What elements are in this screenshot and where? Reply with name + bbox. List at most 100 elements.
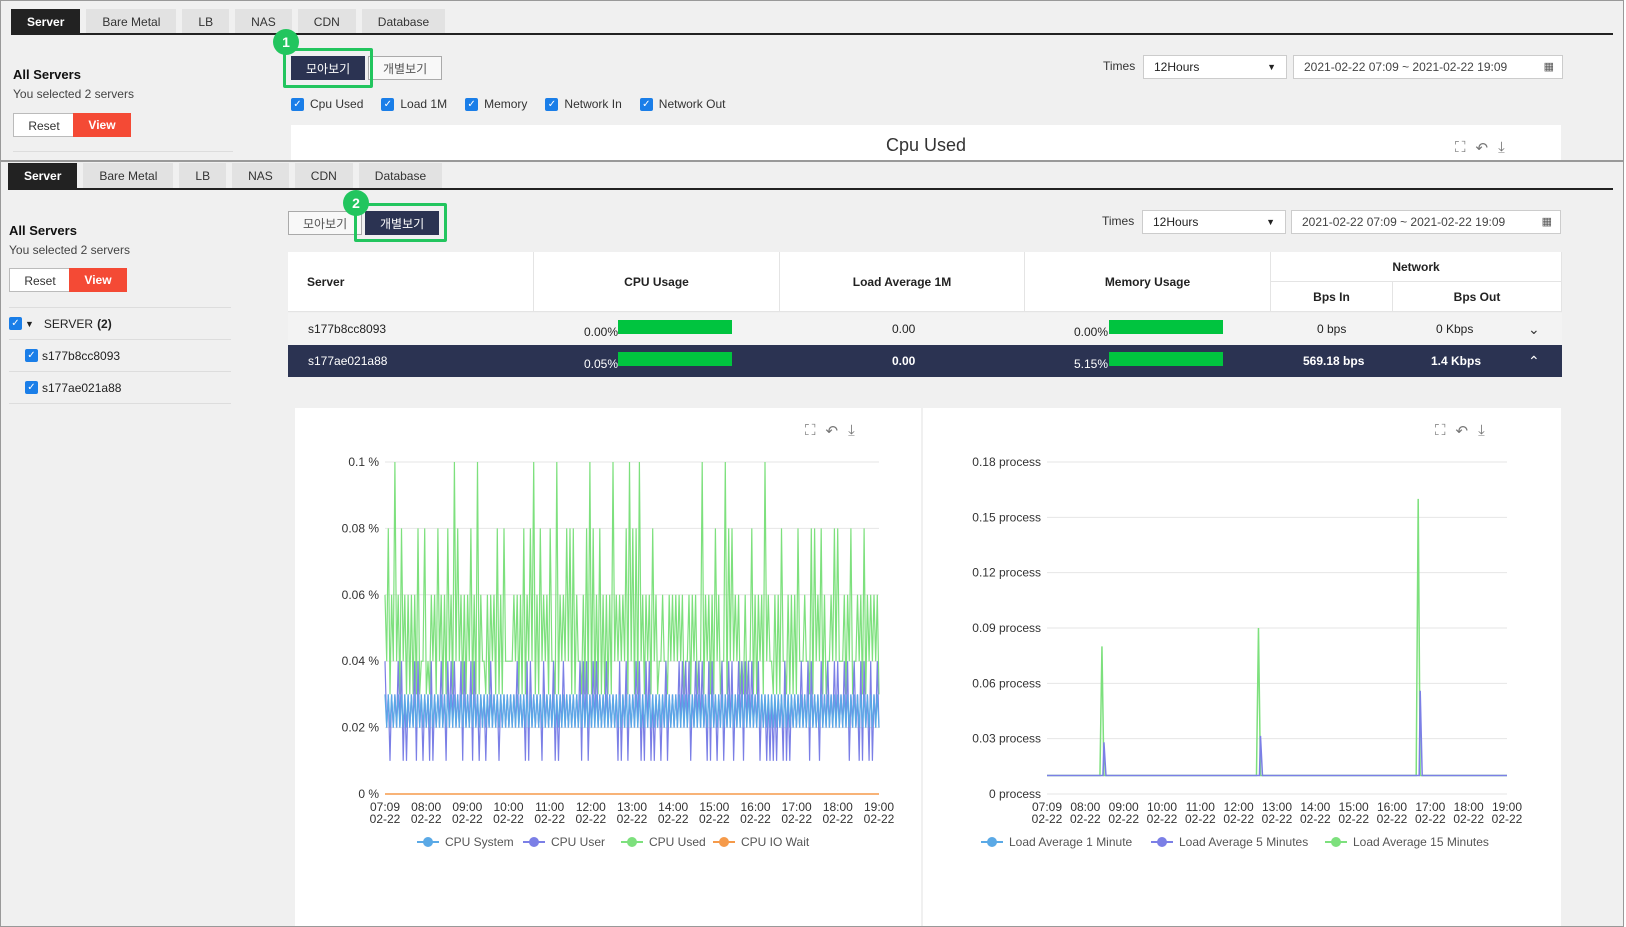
legend-marker [1331,837,1341,847]
sidebar-title: All Servers [9,223,77,238]
metric-network-out[interactable]: ✓ Network Out [639,97,726,111]
view-button[interactable]: View [69,268,127,292]
x-tick-time: 08:00 [1070,800,1100,814]
sidebar-subtitle: You selected 2 servers [9,243,130,257]
memory-usage-value: 0.00% [1074,325,1109,339]
checkbox-checked-icon[interactable]: ✓ [465,97,479,111]
x-tick-date: 02-22 [781,812,812,826]
times-select[interactable]: 12Hours ▼ [1143,55,1287,79]
tab-cdn[interactable]: CDN [297,9,356,35]
reset-zoom-icon[interactable]: ↶ [1455,423,1469,440]
times-select[interactable]: 12Hours ▼ [1142,210,1286,234]
x-tick-time: 15:00 [699,800,729,814]
sidebar-title: All Servers [13,67,81,82]
checkbox-checked-icon[interactable]: ✓ [25,349,38,362]
tab-nas[interactable]: NAS [232,163,289,189]
series-line [384,694,880,728]
legend-label: CPU IO Wait [741,835,810,849]
category-tabs: Server Bare Metal LB NAS CDN Database [8,163,443,189]
collapse-chevron-icon[interactable]: ⌃ [1528,353,1540,369]
individual-view-button[interactable]: 개별보기 [368,56,443,80]
crop-icon[interactable]: ⛶ [805,422,816,439]
caret-down-icon[interactable]: ▼ [25,318,34,329]
tab-server[interactable]: Server [11,9,81,35]
individual-view-panel: Server Bare Metal LB NAS CDN Database Al… [0,161,1624,927]
expand-chevron-icon[interactable]: ⌄ [1528,321,1540,337]
x-tick-time: 07:09 [370,800,400,814]
metric-load-1m[interactable]: ✓ Load 1M [381,97,447,111]
step-2-highlight [354,203,447,242]
metric-cpu-used[interactable]: ✓ Cpu Used [291,97,363,111]
reset-button[interactable]: Reset [9,268,71,292]
tree-group-count: (2) [97,316,112,331]
download-icon[interactable]: ⤓ [1478,422,1485,439]
checkbox-checked-icon[interactable]: ✓ [545,97,559,111]
tree-item-server[interactable]: ✓ s177ae021a88 [9,372,231,404]
tab-database[interactable]: Database [358,163,443,189]
column-header-bps-out: Bps Out [1393,282,1562,312]
x-tick-date: 02-22 [740,812,771,826]
x-tick-time: 17:00 [782,800,812,814]
view-button[interactable]: View [73,113,131,137]
tab-cdn[interactable]: CDN [294,163,353,189]
individual-view-button[interactable]: 개별보기 [365,211,440,235]
legend-label: CPU User [551,835,605,849]
checkbox-checked-icon[interactable]: ✓ [9,317,22,330]
x-tick-time: 07:09 [1032,800,1062,814]
x-tick-time: 12:00 [576,800,606,814]
x-tick-time: 08:00 [411,800,441,814]
chart-toolbar: ⛶ ↶ ⤓ [805,422,855,440]
tree-item-label: s177b8cc8093 [42,348,121,363]
legend-marker [423,837,433,847]
tree-group-server[interactable]: ✓ ▼ SERVER (2) [9,308,231,340]
download-icon[interactable]: ⤓ [1498,139,1505,156]
tab-bare-metal[interactable]: Bare Metal [83,163,174,189]
x-tick-time: 18:00 [1454,800,1484,814]
table-row-selected[interactable]: s177ae021a88 0.05% 0.00 5.15% 569.18 bps… [288,345,1562,377]
tree-group-label: SERVER [43,316,94,331]
tab-nas[interactable]: NAS [235,9,292,35]
combined-view-button[interactable]: 모아보기 [288,211,363,235]
x-tick-date: 02-22 [452,812,483,826]
load-average-value: 0.00 [892,322,916,336]
crop-icon[interactable]: ⛶ [1435,422,1446,439]
tree-item-server[interactable]: ✓ s177b8cc8093 [9,340,231,372]
date-range-input[interactable]: 2021-02-22 07:09 ~ 2021-02-22 19:09 ▦ [1293,55,1563,79]
download-icon[interactable]: ⤓ [848,422,855,439]
tab-bare-metal[interactable]: Bare Metal [86,9,177,35]
tab-database[interactable]: Database [361,9,446,35]
metric-label: Network Out [658,97,726,111]
reset-button[interactable]: Reset [13,113,75,137]
x-tick-time: 16:00 [740,800,770,814]
step-1-badge: 1 [273,29,299,55]
tab-lb[interactable]: LB [182,9,230,35]
chart-toolbar: ⛶ ↶ ⤓ [1455,139,1505,157]
tab-lb[interactable]: LB [179,163,227,189]
checkbox-checked-icon[interactable]: ✓ [291,97,304,111]
legend-label: Load Average 1 Minute [1009,835,1133,849]
chevron-down-icon: ▼ [1266,217,1275,227]
combined-view-button[interactable]: 모아보기 [291,56,366,80]
metric-network-in[interactable]: ✓ Network In [545,97,622,111]
x-tick-time: 19:00 [864,800,894,814]
x-tick-date: 02-22 [575,812,606,826]
x-tick-time: 10:00 [1147,800,1177,814]
reset-zoom-icon[interactable]: ↶ [1475,140,1489,157]
checkbox-checked-icon[interactable]: ✓ [381,97,395,111]
crop-icon[interactable]: ⛶ [1455,139,1466,156]
table-row[interactable]: s177b8cc8093 0.00% 0.00 0.00% 0 bps 0 Kb… [288,313,1562,345]
x-tick-time: 11:00 [535,800,564,814]
reset-zoom-icon[interactable]: ↶ [825,423,839,440]
x-tick-time: 14:00 [658,800,688,814]
column-header-memory: Memory Usage [1025,252,1271,312]
checkbox-checked-icon[interactable]: ✓ [25,381,38,394]
tab-server[interactable]: Server [8,163,78,189]
metric-checkboxes: ✓ Cpu Used ✓ Load 1M ✓ Memory ✓ Network In ✓… [291,97,725,111]
metric-memory[interactable]: ✓ Memory [465,97,527,111]
y-tick-label: 0.18 process [972,455,1041,469]
date-range-input[interactable]: 2021-02-22 07:09 ~ 2021-02-22 19:09 ▦ [1291,210,1561,234]
checkbox-checked-icon[interactable]: ✓ [639,97,653,111]
sidebar-divider [9,307,231,308]
calendar-icon: ▦ [1543,61,1554,73]
x-tick-date: 02-22 [1262,812,1293,826]
